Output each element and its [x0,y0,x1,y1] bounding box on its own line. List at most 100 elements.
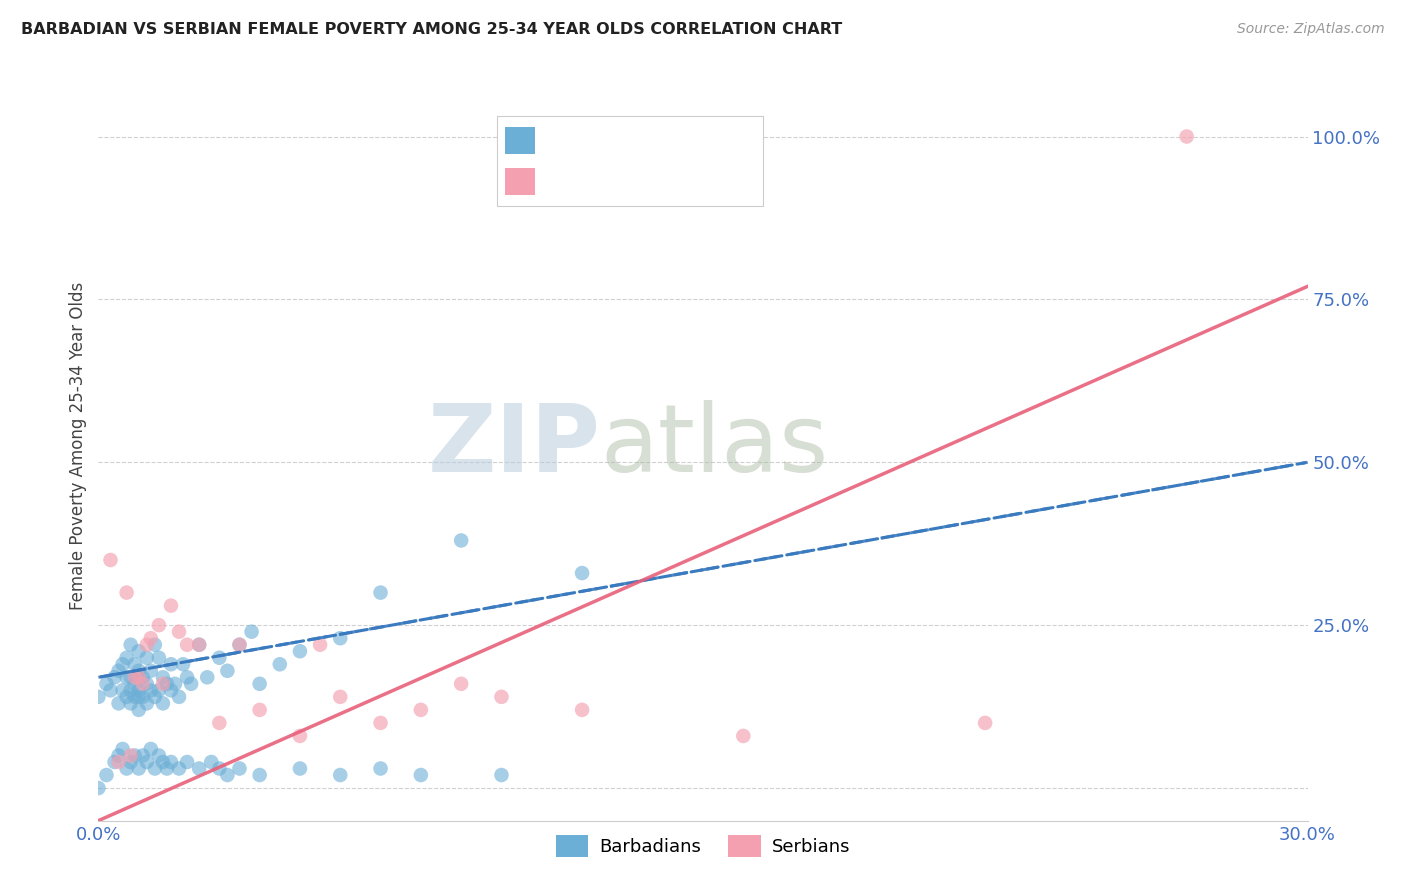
Point [128,670,150,684]
Point [269,657,291,672]
Point [152,677,174,691]
Point [450,533,472,548]
Point [128,670,150,684]
Point [115,690,138,704]
Point [160,755,183,769]
Point [167,690,190,704]
Point [143,638,166,652]
Point [124,690,146,704]
Point [329,690,352,704]
Point [156,762,179,776]
Point [135,755,157,769]
Point [167,624,190,639]
Point [733,729,755,743]
Point [120,748,142,763]
Point [329,631,352,645]
Point [176,638,198,652]
Point [120,755,142,769]
Point [87,780,110,795]
Point [111,742,134,756]
Point [152,697,174,711]
Point [163,677,186,691]
Point [128,644,150,658]
Point [115,585,138,599]
Point [228,762,250,776]
Point [450,677,472,691]
Point [107,664,129,678]
Point [120,638,142,652]
Point [107,755,129,769]
Point [128,703,150,717]
Point [148,650,170,665]
Point [200,755,222,769]
Point [217,768,239,782]
Point [491,690,513,704]
Point [120,697,142,711]
Point [124,657,146,672]
Point [160,599,183,613]
Point [128,683,150,698]
Point [249,677,271,691]
Point [115,650,138,665]
Point [124,677,146,691]
Point [103,670,125,684]
Point [208,715,231,730]
Point [143,690,166,704]
Text: BARBADIAN VS SERBIAN FEMALE POVERTY AMONG 25-34 YEAR OLDS CORRELATION CHART: BARBADIAN VS SERBIAN FEMALE POVERTY AMON… [21,22,842,37]
Point [128,690,150,704]
Point [120,683,142,698]
Point [132,690,155,704]
Point [107,748,129,763]
Point [139,631,162,645]
Point [160,657,183,672]
Point [188,638,211,652]
Point [124,670,146,684]
Point [167,762,190,776]
Point [152,755,174,769]
Point [148,683,170,698]
Point [409,703,432,717]
Point [571,703,593,717]
Point [208,650,231,665]
Point [100,683,122,698]
Point [974,715,997,730]
Point [370,762,392,776]
Point [128,762,150,776]
Point [139,683,162,698]
Point [249,703,271,717]
Point [139,742,162,756]
Point [188,762,211,776]
Point [111,657,134,672]
Point [143,762,166,776]
Point [120,670,142,684]
Point [228,638,250,652]
Point [107,697,129,711]
Point [148,618,170,632]
Point [87,690,110,704]
Point [370,585,392,599]
Point [309,638,332,652]
Text: atlas: atlas [600,400,828,492]
Point [115,670,138,684]
Point [491,768,513,782]
Point [132,748,155,763]
Point [172,657,194,672]
Point [176,755,198,769]
Point [135,697,157,711]
Point [139,664,162,678]
Point [160,683,183,698]
Point [111,683,134,698]
Point [152,670,174,684]
Point [96,768,118,782]
Point [329,768,352,782]
Point [128,664,150,678]
Point [103,755,125,769]
Point [195,670,218,684]
Point [288,762,311,776]
Point [124,748,146,763]
Point [180,677,202,691]
Point [249,768,271,782]
Point [228,638,250,652]
Point [100,553,122,567]
Text: ZIP: ZIP [427,400,600,492]
